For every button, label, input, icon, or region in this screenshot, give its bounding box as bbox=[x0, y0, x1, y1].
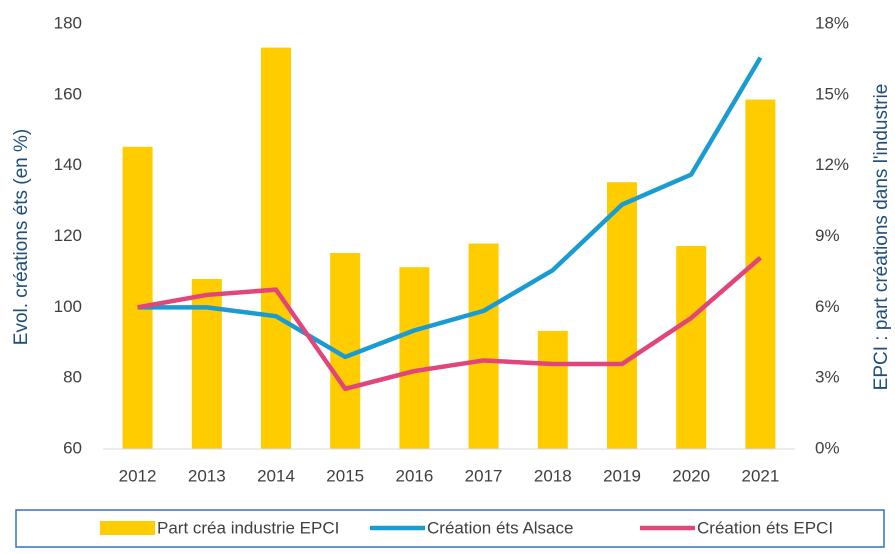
bar bbox=[191, 279, 222, 449]
x-tick-label: 2021 bbox=[741, 466, 779, 485]
y-tick-label: 180 bbox=[54, 13, 82, 32]
y-tick-label: 100 bbox=[54, 297, 82, 316]
legend-box bbox=[15, 509, 885, 548]
y2-axis-title: EPCI : part créations dans l'industrie bbox=[871, 84, 892, 391]
x-tick-label: 2019 bbox=[603, 466, 641, 485]
x-tick-label: 2015 bbox=[326, 466, 364, 485]
y2-tick-label: 12% bbox=[815, 155, 849, 174]
y2-tick-label: 3% bbox=[815, 368, 840, 387]
y2-tick-label: 15% bbox=[815, 84, 849, 103]
y-tick-label: 120 bbox=[54, 226, 82, 245]
y2-tick-label: 18% bbox=[815, 13, 849, 32]
bar bbox=[607, 182, 637, 449]
bar bbox=[745, 99, 776, 450]
bar bbox=[399, 267, 430, 449]
y-tick-label: 140 bbox=[54, 155, 82, 174]
x-tick-label: 2013 bbox=[188, 466, 226, 485]
bar bbox=[537, 330, 568, 449]
x-tick-label: 2018 bbox=[534, 466, 572, 485]
bar bbox=[676, 245, 707, 449]
legend-label: Création éts Alsace bbox=[427, 518, 573, 537]
x-tick-label: 2016 bbox=[395, 466, 433, 485]
y-tick-label: 160 bbox=[54, 84, 82, 103]
y-axis-title: Evol. créations éts (en %) bbox=[11, 129, 32, 345]
bar bbox=[261, 47, 291, 449]
x-tick-label: 2012 bbox=[119, 466, 157, 485]
x-tick-label: 2017 bbox=[465, 466, 503, 485]
y2-tick-label: 9% bbox=[815, 226, 840, 245]
y2-tick-label: 0% bbox=[815, 438, 840, 457]
legend-label: Part créa industrie EPCI bbox=[157, 518, 339, 537]
line bbox=[137, 256, 762, 392]
bar bbox=[468, 243, 499, 449]
legend-swatch bbox=[100, 521, 155, 535]
y-tick-label: 80 bbox=[63, 368, 82, 387]
y2-tick-label: 6% bbox=[815, 297, 840, 316]
bar bbox=[122, 146, 153, 449]
y-tick-label: 60 bbox=[63, 438, 82, 457]
line bbox=[137, 56, 763, 360]
x-tick-label: 2020 bbox=[672, 466, 710, 485]
legend-label: Création éts EPCI bbox=[697, 518, 833, 537]
x-tick-label: 2014 bbox=[257, 466, 295, 485]
